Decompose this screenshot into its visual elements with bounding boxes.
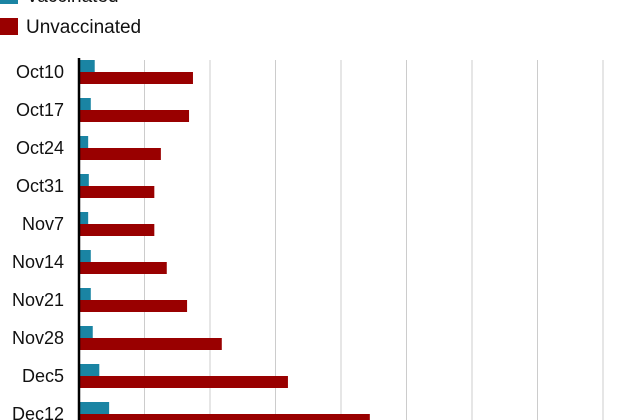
category-label: Nov7 [22,214,64,234]
bar-vaccinated-oct10 [79,60,95,72]
category-label: Oct10 [16,62,64,82]
bar-vaccinated-dec12 [79,402,110,414]
category-label: Nov21 [12,290,64,310]
bar-unvaccinated-nov7 [79,224,155,236]
bar-vaccinated-dec5 [79,364,100,376]
category-label: Oct24 [16,138,64,158]
bar-unvaccinated-nov21 [79,300,188,312]
bar-vaccinated-oct31 [79,174,89,186]
legend-label-unvaccinated: Unvaccinated [26,17,141,38]
bar-unvaccinated-oct17 [79,110,190,122]
bar-unvaccinated-oct31 [79,186,155,198]
bar-unvaccinated-oct24 [79,148,161,160]
category-label: Nov28 [12,328,64,348]
bar-vaccinated-oct17 [79,98,91,110]
bar-unvaccinated-nov28 [79,338,222,350]
bar-vaccinated-nov7 [79,212,89,224]
category-label: Dec5 [22,366,64,386]
category-label: Dec12 [12,404,64,420]
bar-unvaccinated-dec12 [79,414,370,420]
bar-vaccinated-nov21 [79,288,91,300]
category-label: Oct31 [16,176,64,196]
category-label: Nov14 [12,252,64,272]
bar-unvaccinated-nov14 [79,262,167,274]
bar-vaccinated-oct24 [79,136,89,148]
bar-unvaccinated-oct10 [79,72,193,84]
legend-label-vaccinated: Vaccinated [26,0,119,7]
bar-vaccinated-nov14 [79,250,91,262]
bar-unvaccinated-dec5 [79,376,288,388]
legend-swatch-unvaccinated [0,18,18,35]
category-label: Oct17 [16,100,64,120]
bar-vaccinated-nov28 [79,326,93,338]
legend-swatch-vaccinated [0,0,18,4]
